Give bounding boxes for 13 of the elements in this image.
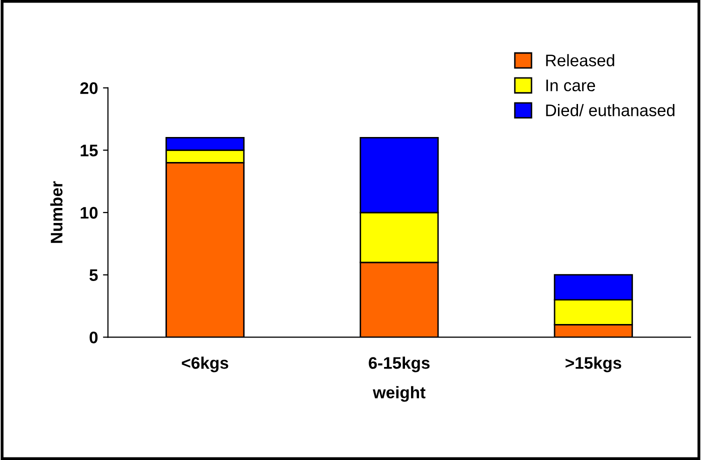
legend-label: In care (546, 80, 596, 92)
y-tick-label: 0 (90, 332, 98, 344)
legend-label: Died/ euthanased (546, 104, 674, 116)
y-tick-label: 15 (80, 144, 98, 156)
x-tick-label: 6-15kgs (368, 356, 430, 372)
x-axis-title: weight (372, 386, 426, 402)
y-axis-title: Number (50, 181, 63, 243)
y-tick-label: 10 (80, 206, 98, 219)
y-tick-label: 20 (80, 82, 98, 94)
y-tick-label: 5 (89, 269, 98, 282)
x-tick-label: >15kgs (566, 356, 622, 372)
x-tick-label: <6kgs (182, 356, 228, 372)
legend-label: Released (546, 54, 614, 66)
